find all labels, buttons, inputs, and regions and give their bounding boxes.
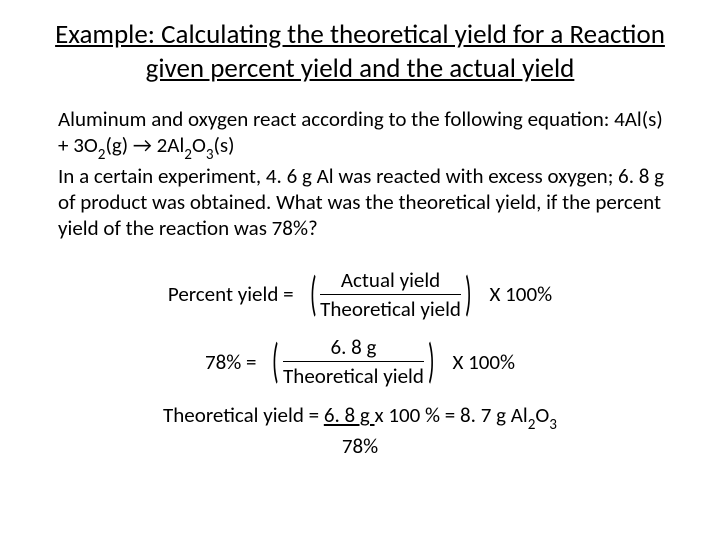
problem-intro: Aluminum and oxygen react according to t… bbox=[58, 106, 614, 132]
eq-mid1: (g) → 2Al bbox=[105, 132, 184, 158]
answer-mid: O bbox=[535, 402, 549, 428]
eq-sub3: 3 bbox=[206, 146, 214, 164]
formula1-rhs: X 100% bbox=[490, 281, 553, 307]
answer-line: Theoretical yield = 6. 8 g x 100 % = 8. … bbox=[40, 402, 680, 459]
formula1-lhs: Percent yield = bbox=[168, 281, 294, 307]
eq-sub1: 2 bbox=[98, 146, 106, 164]
formula1-denominator: Theoretical yield bbox=[320, 297, 461, 321]
eq-mid2: O bbox=[192, 132, 206, 158]
substituted-formula: 78% = ( 6. 8 g Theoretical yield ) X 100… bbox=[40, 335, 680, 388]
right-bracket-icon: ) bbox=[465, 275, 472, 313]
formula2-numerator: 6. 8 g bbox=[330, 335, 376, 359]
answer-line2: 78% bbox=[342, 433, 378, 459]
formula2-rhs: X 100% bbox=[452, 349, 515, 375]
percent-yield-formula: Percent yield = ( Actual yield Theoretic… bbox=[40, 268, 680, 321]
formula2-lhs: 78% = bbox=[205, 349, 257, 375]
formula2-fraction: 6. 8 g Theoretical yield bbox=[277, 335, 430, 388]
answer-sub1: 2 bbox=[528, 416, 536, 434]
left-bracket-icon: ( bbox=[272, 342, 279, 380]
answer-sub2: 3 bbox=[549, 416, 557, 434]
eq-post: (s) bbox=[214, 132, 235, 158]
formula2-denominator: Theoretical yield bbox=[283, 364, 424, 388]
problem-statement: Aluminum and oxygen react according to t… bbox=[40, 106, 680, 242]
answer-underlined: 6. 8 g bbox=[324, 402, 375, 428]
formula1-fraction: Actual yield Theoretical yield bbox=[314, 268, 467, 321]
fraction-line bbox=[320, 294, 461, 295]
slide-title: Example: Calculating the theoretical yie… bbox=[40, 18, 680, 86]
right-bracket-icon: ) bbox=[428, 342, 435, 380]
answer-post1: x 100 % = 8. 7 g Al bbox=[375, 402, 528, 428]
eq-sub2: 2 bbox=[184, 146, 192, 164]
problem-rest: In a certain experiment, 4. 6 g Al was r… bbox=[58, 163, 664, 242]
formula1-numerator: Actual yield bbox=[341, 268, 440, 292]
answer-pre: Theoretical yield = bbox=[163, 402, 324, 428]
fraction-line bbox=[283, 361, 424, 362]
left-bracket-icon: ( bbox=[310, 275, 317, 313]
